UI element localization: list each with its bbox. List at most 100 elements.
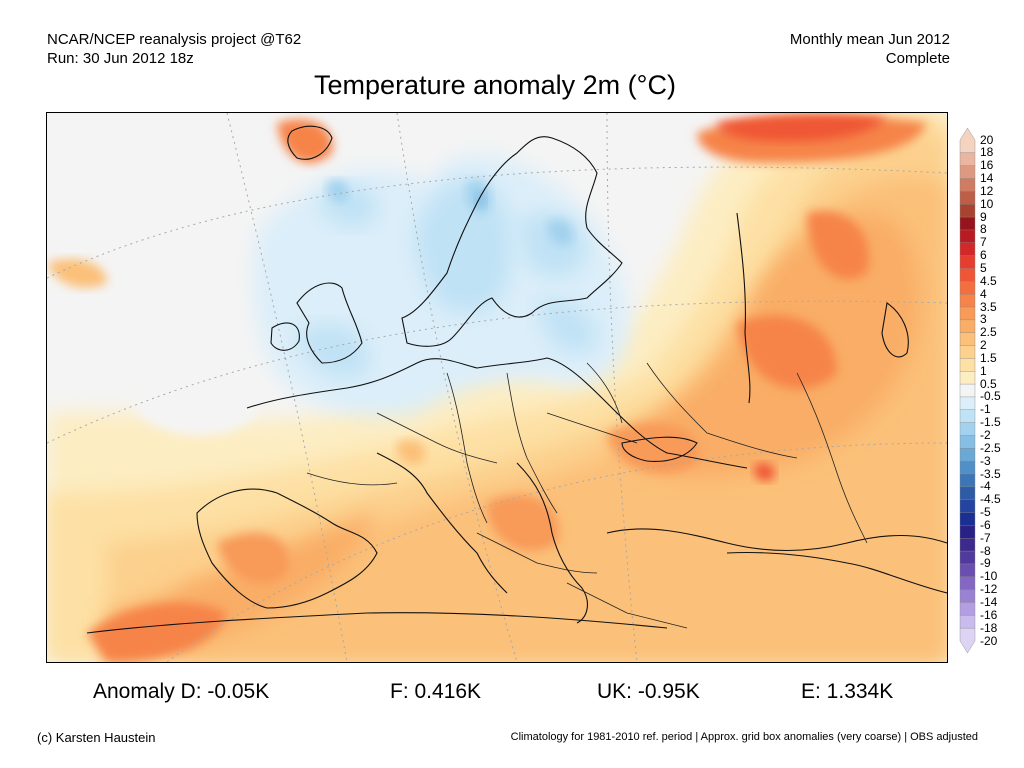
legend-label: 2: [980, 338, 987, 353]
legend-swatch: [959, 473, 976, 488]
legend-label: -4.5: [980, 492, 1001, 507]
legend-label: -5: [980, 505, 991, 520]
legend-label: -12: [980, 582, 998, 597]
legend-label: -16: [980, 607, 998, 622]
graticule: [47, 113, 947, 662]
legend-label: 14: [980, 171, 994, 186]
legend-label: 3: [980, 312, 987, 327]
legend-swatch: [959, 486, 976, 501]
legend-swatch: [959, 216, 976, 231]
legend-label: -1: [980, 402, 991, 417]
legend-label: -9: [980, 556, 991, 571]
legend-swatch: [959, 255, 976, 269]
header-right: Monthly mean Jun 2012 Complete: [790, 30, 950, 68]
legend-label: -2: [980, 427, 991, 442]
borders: [306, 362, 868, 629]
legend-swatch: [959, 525, 976, 539]
climatology-note: Climatology for 1981-2010 ref. period | …: [510, 731, 978, 743]
legend-swatch: [959, 332, 976, 347]
legend-swatch: [959, 550, 976, 565]
legend-swatch: [959, 499, 976, 514]
country-anomalies: Anomaly D: -0.05K F: 0.416K UK: -0.95K E…: [0, 680, 1024, 708]
legend-label: -10: [980, 569, 998, 584]
legend-label: 2.5: [980, 325, 997, 340]
legend-label: 18: [980, 145, 994, 160]
legend-label: 16: [980, 158, 994, 173]
legend-swatch: [959, 627, 976, 653]
legend-swatch: [959, 191, 976, 205]
anomaly-europe: E: 1.334K: [801, 680, 894, 703]
legend-swatch: [959, 242, 976, 257]
legend-label: 10: [980, 196, 994, 211]
legend-swatch: [959, 306, 976, 321]
period-label: Monthly mean Jun 2012: [789, 31, 950, 48]
legend-label: -20: [980, 633, 998, 648]
legend-swatch: [959, 448, 976, 462]
legend-swatch: [959, 383, 976, 398]
legend-swatch: [959, 319, 976, 334]
legend-label: 1: [980, 363, 987, 378]
legend-colorbar: [959, 128, 976, 653]
legend-swatch: [959, 589, 976, 603]
map-canvas: [47, 113, 947, 662]
legend-swatch: [959, 435, 976, 449]
legend-label: 4: [980, 286, 987, 301]
legend-swatch: [959, 293, 976, 308]
legend-label: 12: [980, 183, 994, 198]
legend-swatch: [959, 460, 976, 475]
credit-label: (c) Karsten Haustein: [37, 730, 156, 745]
legend-label: -14: [980, 594, 998, 609]
legend-swatch: [959, 538, 976, 552]
coastlines: [86, 125, 947, 634]
legend-swatch: [959, 204, 976, 218]
legend-swatch: [959, 371, 976, 385]
legend-label: -8: [980, 543, 991, 558]
legend-label: -4: [980, 479, 991, 494]
legend-swatch: [959, 178, 976, 192]
legend-label: -3.5: [980, 466, 1001, 481]
legend-swatch: [959, 268, 976, 282]
legend-label: 3.5: [980, 299, 997, 314]
legend-label: -3: [980, 453, 991, 468]
legend-swatch: [959, 576, 976, 591]
run-label: Run: 30 Jun 2012 18z: [47, 50, 194, 67]
legend-swatch: [959, 152, 976, 167]
legend-swatch: [959, 229, 976, 244]
legend-label: -0.5: [980, 389, 1001, 404]
legend-swatch: [959, 563, 976, 578]
legend-label: -7: [980, 530, 991, 545]
status-label: Complete: [885, 50, 950, 67]
anomaly-germany: Anomaly D: -0.05K: [93, 680, 270, 703]
legend-swatch: [959, 409, 976, 424]
legend-swatch: [959, 281, 976, 295]
legend-swatch: [959, 128, 976, 154]
legend-label: 9: [980, 209, 987, 224]
header-left: NCAR/NCEP reanalysis project @T62 Run: 3…: [47, 30, 301, 68]
anomaly-field: [47, 113, 947, 662]
legend-swatch: [959, 165, 976, 180]
legend-label: 8: [980, 222, 987, 237]
legend-swatch: [959, 358, 976, 372]
color-legend: 20 18 16 14 12 10 9 8 7 6 5 4.5 4 3.5 3 2.5 2 1.5 1 0.5 -0.5…: [958, 128, 1024, 653]
legend-label: 5: [980, 260, 987, 275]
legend-label: 0.5: [980, 376, 997, 391]
anomaly-map: [46, 112, 948, 663]
source-label: NCAR/NCEP reanalysis project @T62: [47, 31, 302, 48]
legend-swatch: [959, 345, 976, 359]
legend-label: 6: [980, 248, 987, 263]
legend-label: 1.5: [980, 350, 997, 365]
anomaly-france: F: 0.416K: [390, 680, 482, 703]
legend-swatch: [959, 615, 976, 629]
legend-swatch: [959, 602, 976, 616]
legend-swatch: [959, 422, 976, 436]
legend-swatch: [959, 512, 976, 526]
anomaly-uk: UK: -0.95K: [597, 680, 700, 703]
legend-label: -1.5: [980, 415, 1001, 430]
legend-label: -6: [980, 517, 991, 532]
legend-label: 4.5: [980, 273, 997, 288]
legend-label: 7: [980, 235, 987, 250]
legend-label: 20: [980, 132, 994, 147]
legend-label: -18: [980, 620, 998, 635]
map-title: Temperature anomaly 2m (°C): [314, 70, 676, 100]
legend-label: -2.5: [980, 440, 1001, 455]
